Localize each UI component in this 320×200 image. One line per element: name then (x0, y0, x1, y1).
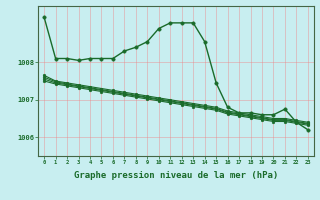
X-axis label: Graphe pression niveau de la mer (hPa): Graphe pression niveau de la mer (hPa) (74, 171, 278, 180)
